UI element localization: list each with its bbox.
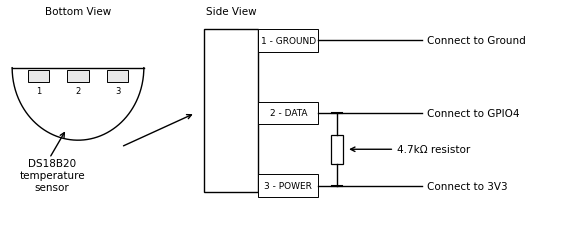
Bar <box>28 71 49 83</box>
Bar <box>331 135 343 164</box>
Text: 2 - DATA: 2 - DATA <box>270 109 307 118</box>
Text: 1: 1 <box>36 86 41 95</box>
Text: Connect to Ground: Connect to Ground <box>427 36 526 46</box>
Bar <box>258 102 319 125</box>
Text: Connect to 3V3: Connect to 3V3 <box>427 181 508 191</box>
Text: 3 - POWER: 3 - POWER <box>265 181 312 190</box>
Bar <box>258 30 319 53</box>
Bar <box>258 174 319 197</box>
Bar <box>204 30 258 192</box>
Text: Connect to GPIO4: Connect to GPIO4 <box>427 109 520 118</box>
Text: Side View: Side View <box>206 7 257 17</box>
Text: 3: 3 <box>115 86 120 95</box>
Text: 2: 2 <box>75 86 80 95</box>
Text: 1 - GROUND: 1 - GROUND <box>261 37 316 46</box>
Bar <box>107 71 129 83</box>
Text: DS18B20
temperature
sensor: DS18B20 temperature sensor <box>20 159 85 192</box>
Bar <box>67 71 89 83</box>
Text: 4.7kΩ resistor: 4.7kΩ resistor <box>397 145 471 155</box>
Text: Bottom View: Bottom View <box>45 7 111 17</box>
